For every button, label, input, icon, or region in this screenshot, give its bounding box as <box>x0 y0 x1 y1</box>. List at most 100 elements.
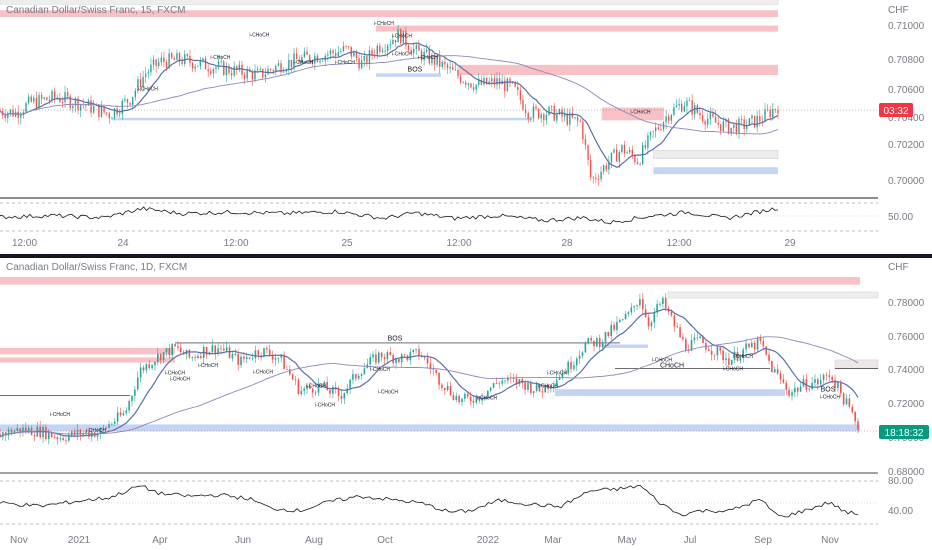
top-candle-body <box>465 82 467 85</box>
top-candle-body <box>675 105 678 108</box>
bot-candle-body <box>808 388 811 390</box>
top-candle-body <box>694 105 696 115</box>
top-candle-body <box>686 100 688 107</box>
bot-candle-body <box>773 369 776 373</box>
top-candle-body <box>298 59 300 63</box>
bot-candle-body <box>234 353 237 355</box>
top-candle-body <box>751 115 753 119</box>
top-candle-body <box>574 117 576 118</box>
bottom-osc-line <box>0 484 859 518</box>
top-zones <box>0 0 779 175</box>
top-candle-body <box>626 152 628 154</box>
bot-candle-body <box>177 346 179 348</box>
top-candle-body <box>470 83 472 88</box>
bot-candle-body <box>624 314 627 320</box>
top-x-axis[interactable]: 12:00 24 12:00 25 12:00 28 12:00 29 <box>12 238 796 249</box>
bot-candle-body <box>96 433 99 437</box>
bot-candle-body <box>317 383 320 393</box>
bot-candle-body <box>492 383 495 388</box>
top-candle-body <box>459 76 462 83</box>
top-candle-body <box>454 69 457 71</box>
bot-candle-body <box>47 432 50 440</box>
top-candle-body <box>9 109 12 114</box>
chart-1d[interactable]: BOSCHoCHBOSi-CHoCHi-CHoCHi-CHoCHi-CHoCHi… <box>0 262 929 546</box>
top-candle-body <box>660 129 662 130</box>
bot-candle-body <box>742 349 745 358</box>
bot-label-choch: i-CHoCH <box>306 383 326 389</box>
bot-candle-body <box>352 374 354 380</box>
top-candle-body <box>199 60 202 66</box>
bot-candle-body <box>254 350 257 359</box>
bot-candle-body <box>449 385 452 395</box>
top-zone-neutral <box>653 149 779 159</box>
top-candle-body <box>537 108 540 119</box>
bot-x-tick: Mar <box>544 535 562 546</box>
bot-candle-body <box>136 377 139 390</box>
top-candle-body <box>517 86 519 91</box>
bot-candle-body <box>113 421 116 424</box>
top-candle-body <box>605 165 607 170</box>
top-candle-body <box>168 53 170 68</box>
chart-15m[interactable]: BOS i-CHoCH i-CHoCH i-CHoCH i-CHoCH i-CHoCH i-… <box>0 0 925 249</box>
bot-candle-body <box>527 382 529 390</box>
bot-candle-body <box>541 391 544 393</box>
bot-candle-body <box>776 369 779 374</box>
bot-candle-body <box>819 380 822 385</box>
top-candle-body <box>321 60 324 62</box>
bot-candle-body <box>19 428 21 433</box>
bot-candle-body <box>817 379 819 385</box>
bot-candle-body <box>561 372 564 378</box>
top-x-tick: 12:00 <box>446 238 471 249</box>
bot-candle-body <box>323 381 326 386</box>
bot-candle-body <box>171 344 173 356</box>
top-candle-body <box>735 124 738 134</box>
top-candle-body <box>639 163 641 165</box>
top-x-tick: 12:00 <box>666 238 691 249</box>
top-candle-body <box>392 39 394 45</box>
top-ma-slow <box>0 55 779 135</box>
top-candle-body <box>324 55 326 61</box>
bot-candle-body <box>730 360 733 365</box>
bottom-y-axis[interactable]: 0.680000.700000.720000.740000.760000.780… <box>888 298 925 478</box>
bot-candle-body <box>128 401 130 411</box>
bot-candle-body <box>429 363 432 370</box>
top-candle-body <box>480 79 483 85</box>
top-candle-body <box>524 109 527 114</box>
top-candle-body <box>38 94 40 108</box>
top-candle-body <box>184 54 186 64</box>
top-label-choch: i-CHoCH <box>335 60 355 66</box>
bot-candle-body <box>217 348 219 354</box>
bot-candle-body <box>710 351 713 355</box>
top-x-tick: 24 <box>117 238 129 249</box>
top-candle-body <box>303 51 306 58</box>
bot-label-choch: i-CHoCH <box>733 354 753 360</box>
top-candle-body <box>462 82 464 84</box>
bot-label-choch: i-CHoCH <box>538 383 558 389</box>
top-candle-body <box>769 110 771 118</box>
bot-candle-body <box>268 349 271 356</box>
bottom-x-axis[interactable]: Nov 2021 Apr Jun Aug Oct 2022 Mar May Jul Sep Nov <box>10 535 839 546</box>
top-candle-body <box>171 53 173 58</box>
top-candle-body <box>615 149 618 162</box>
top-candle-body <box>623 145 626 154</box>
top-candle-body <box>418 44 420 51</box>
top-candle-body <box>673 107 675 116</box>
top-candle-body <box>610 152 613 163</box>
top-y-axis[interactable]: 0.70000 0.70200 0.70400 0.70600 0.70800 0.710… <box>888 21 925 187</box>
bot-candle-body <box>22 427 24 433</box>
top-oscillator[interactable]: 50.00 <box>0 202 913 232</box>
top-candle-body <box>587 145 589 160</box>
bot-candle-body <box>621 319 624 320</box>
top-candle-body <box>347 46 350 48</box>
bot-candle-body <box>16 428 19 431</box>
top-candle-body <box>665 116 667 123</box>
top-candle-body <box>649 132 652 136</box>
top-candle-body <box>670 115 673 121</box>
top-candle-body <box>509 78 511 83</box>
bot-candle-body <box>76 429 79 435</box>
top-candle-body <box>215 67 217 70</box>
bot-candle-body <box>332 387 334 394</box>
bot-label-choch: i-CHoCH <box>170 377 190 383</box>
bot-candle-body <box>400 354 403 363</box>
bottom-oscillator[interactable]: 80.00 40.00 <box>0 476 913 525</box>
